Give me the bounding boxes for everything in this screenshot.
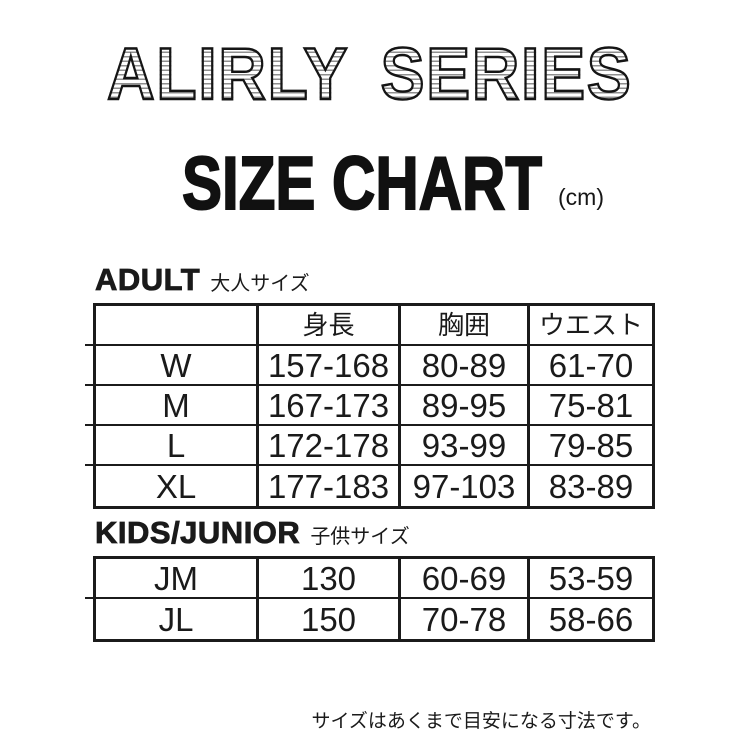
table-rule-overshoot — [649, 464, 654, 466]
kids-section-label: KIDS/JUNIOR 子供サイズ — [95, 515, 410, 550]
kids-section-title: KIDS/JUNIOR — [95, 515, 301, 550]
size-disclaimer-note: サイズはあくまで目安になる寸法です。 — [311, 711, 651, 732]
waist-range-cell: 75-81 — [530, 386, 652, 426]
table-rule-overshoot — [85, 597, 93, 599]
size-label-cell: M — [96, 386, 259, 426]
page-title-row: SIZE CHART — [0, 141, 732, 225]
chest-range-cell: 93-99 — [401, 426, 530, 466]
table-rule-overshoot — [85, 464, 93, 466]
adult-section-label: ADULT 大人サイズ — [95, 262, 310, 297]
table-rule-overshoot — [85, 424, 93, 426]
chest-range-cell: 60-69 — [401, 559, 530, 599]
height-range-cell: 150 — [259, 599, 401, 639]
unit-label: (cm) — [558, 184, 604, 210]
column-header-waist: ウエスト — [530, 306, 652, 346]
waist-range-cell: 58-66 — [548, 600, 634, 638]
table-rule-overshoot — [649, 597, 654, 599]
height-range-cell: 167-173 — [259, 386, 401, 426]
waist-range-cell: 53-59 — [530, 559, 652, 599]
chest-range-cell: 89-95 — [401, 386, 530, 426]
table-rule-overshoot — [85, 344, 93, 346]
waist-range-cell: 79-85 — [530, 426, 652, 466]
waist-range-cell: 83-89 — [548, 467, 634, 505]
height-range-cell: 177-183 — [259, 466, 401, 506]
size-label-cell: L — [96, 426, 259, 466]
table-rule-overshoot — [649, 384, 654, 386]
size-label-cell: JM — [96, 559, 259, 599]
chest-range-cell: 80-89 — [401, 346, 530, 386]
chest-range-cell: 70-78 — [401, 599, 530, 639]
series-title: ALIRLY SERIES — [106, 34, 633, 115]
waist-range-cell: 61-70 — [530, 346, 652, 386]
adult-size-table: 身長 胸囲 ウエスト W 157-168 80-89 61-70 M 167-1… — [93, 303, 655, 509]
height-range-cell: 157-168 — [259, 346, 401, 386]
table-rule-overshoot — [649, 344, 654, 346]
height-range-cell: 172-178 — [259, 426, 401, 466]
size-label-cell: W — [96, 346, 259, 386]
chest-range-cell: 97-103 — [401, 466, 530, 506]
table-rule-overshoot — [649, 424, 654, 426]
kids-size-table: JM 130 60-69 53-59 JL 150 70-78 58-66 — [93, 556, 655, 642]
series-title-row: ALIRLY SERIES — [0, 34, 740, 115]
size-label-cell: JL — [96, 599, 259, 639]
kids-section-title-ja: 子供サイズ — [310, 526, 410, 548]
column-header-chest: 胸囲 — [401, 306, 530, 346]
page-title: SIZE CHART — [181, 141, 543, 225]
size-label-cell: XL — [96, 466, 259, 506]
adult-section-title: ADULT — [95, 262, 201, 297]
height-range-cell: 130 — [259, 559, 401, 599]
table-rule-overshoot — [85, 384, 93, 386]
column-header-size — [96, 306, 259, 346]
column-header-height: 身長 — [259, 306, 401, 346]
adult-section-title-ja: 大人サイズ — [210, 273, 310, 295]
